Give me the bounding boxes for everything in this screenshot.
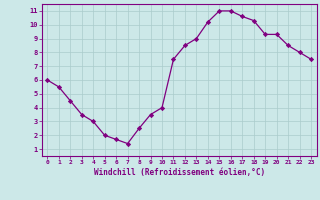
X-axis label: Windchill (Refroidissement éolien,°C): Windchill (Refroidissement éolien,°C) xyxy=(94,168,265,177)
